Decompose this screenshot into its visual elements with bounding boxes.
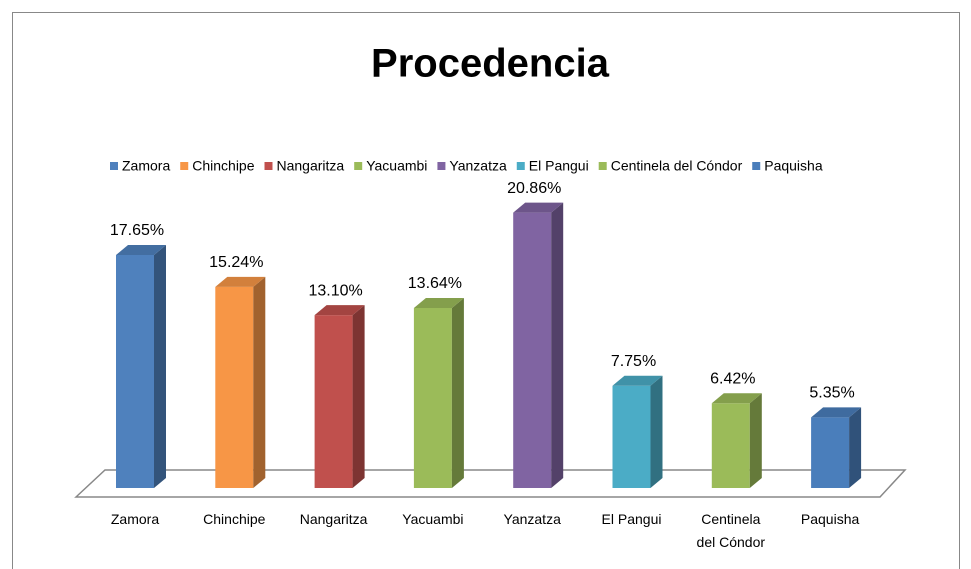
- bar-top: [513, 202, 564, 213]
- x-tick-label: Yanzatza: [503, 511, 561, 527]
- bar-side: [154, 245, 166, 488]
- bar-top: [711, 393, 762, 404]
- bar-side: [849, 407, 862, 488]
- bar-side: [451, 297, 464, 488]
- bar-side: [749, 393, 762, 488]
- bar-side: [253, 276, 266, 488]
- x-tick-label: Chinchipe: [203, 511, 266, 527]
- bar-top: [314, 305, 365, 316]
- bar-top: [413, 297, 464, 308]
- bar-top: [811, 407, 862, 418]
- legend-label: Centinela del Cóndor: [611, 158, 743, 174]
- legend-label: El Pangui: [529, 158, 589, 174]
- legend-swatch: [752, 162, 761, 170]
- x-tick-label: Centinela del Cóndor: [696, 511, 766, 550]
- bar-side: [650, 375, 663, 488]
- data-label: 6.42%: [710, 370, 755, 387]
- x-tick-label: Yacuambi: [402, 511, 464, 527]
- bar-front: [711, 403, 750, 488]
- x-tick-label: Nangaritza: [299, 511, 368, 527]
- legend-swatch: [110, 162, 118, 170]
- bar: [711, 393, 762, 488]
- legend-label: Yacuambi: [366, 158, 427, 174]
- floor: [74, 469, 907, 498]
- legend-label: Yanzatza: [449, 158, 507, 174]
- bar-front: [612, 385, 651, 488]
- data-label: 20.86%: [507, 180, 561, 197]
- bar: [811, 407, 862, 488]
- bar-top: [215, 276, 266, 287]
- bar-side: [352, 305, 365, 488]
- bar: [513, 202, 564, 488]
- data-label: 17.65%: [110, 222, 164, 239]
- bar: [413, 297, 464, 488]
- legend-swatch: [516, 162, 525, 170]
- x-tick-label: Paquisha: [800, 511, 860, 527]
- legend-swatch: [354, 162, 363, 170]
- bar-top: [612, 375, 663, 386]
- bar-front: [314, 315, 353, 488]
- data-label: 13.10%: [308, 282, 362, 299]
- legend-label: Zamora: [122, 158, 170, 174]
- frame: [12, 12, 960, 569]
- data-label: 5.35%: [809, 385, 854, 402]
- legend-swatch: [437, 162, 446, 170]
- bar-front: [811, 417, 850, 488]
- bar-front: [413, 307, 452, 488]
- bar: [215, 276, 266, 488]
- bar: [612, 375, 663, 488]
- data-label: 7.75%: [611, 353, 656, 370]
- bar-top: [116, 245, 166, 256]
- bar-front: [116, 255, 154, 488]
- legend-swatch: [180, 162, 189, 170]
- x-tick-label: Zamora: [110, 511, 160, 527]
- legend-swatch: [598, 162, 607, 170]
- x-tick-label: El Pangui: [601, 511, 662, 527]
- bar-front: [215, 286, 254, 488]
- legend-label: Chinchipe: [192, 158, 254, 174]
- bar: [116, 245, 166, 488]
- legend-label: Nangaritza: [277, 158, 345, 174]
- chart-title: Procedencia: [371, 42, 610, 86]
- bar-front: [513, 212, 552, 488]
- legend-label: Paquisha: [764, 158, 823, 174]
- legend-swatch: [264, 162, 273, 170]
- bar: [314, 305, 365, 488]
- data-label: 13.64%: [408, 275, 462, 292]
- data-label: 15.24%: [209, 254, 263, 271]
- bar-side: [551, 202, 564, 488]
